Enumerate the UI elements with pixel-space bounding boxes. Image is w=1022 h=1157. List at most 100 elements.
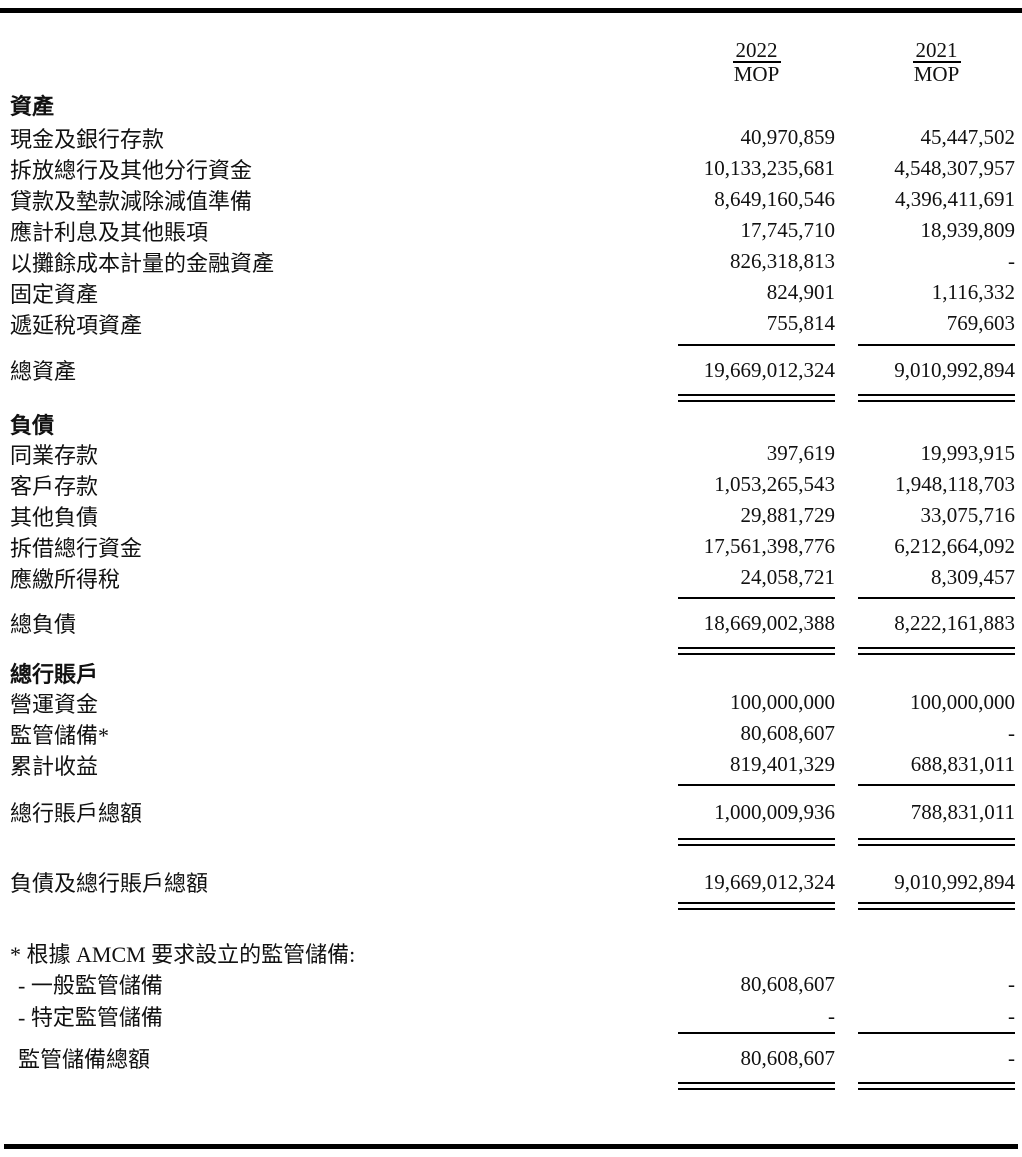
double-rule <box>0 1082 1022 1090</box>
single-rule <box>0 344 1022 346</box>
total-value-2021: 8,222,161,883 <box>894 610 1015 635</box>
single-rule <box>0 1032 1022 1034</box>
row-value-2021: 19,993,915 <box>920 441 1016 465</box>
total-row-liabilities: 總負債 18,669,002,388 8,222,161,883 <box>0 599 1022 647</box>
row-label: 固定資產 <box>10 281 99 307</box>
total-value-2022: 18,669,002,388 <box>703 610 835 635</box>
row-value-2022: 80,608,607 <box>740 721 836 745</box>
table-row: 遞延稅項資產 755,814 769,603 <box>0 308 1022 339</box>
total-value-2021: 788,831,011 <box>910 799 1015 824</box>
table-row: 客戶存款 1,053,265,543 1,948,118,703 <box>0 469 1022 500</box>
row-value-2021: 4,548,307,957 <box>894 156 1015 180</box>
double-rule <box>0 902 1022 910</box>
bottom-rule <box>4 1144 1018 1149</box>
top-rule <box>0 8 1022 13</box>
row-value-2021: - <box>1008 971 1015 996</box>
table-row: 應計利息及其他賬項 17,745,710 18,939,809 <box>0 215 1022 246</box>
row-label: 其他負債 <box>10 504 99 530</box>
row-value-2022: 100,000,000 <box>730 690 835 714</box>
row-label: - 特定監管儲備 <box>18 1005 163 1030</box>
single-rule <box>0 784 1022 786</box>
row-label: 監管儲備* <box>10 722 110 748</box>
row-value-2022: 29,881,729 <box>740 503 836 527</box>
row-value-2021: 8,309,457 <box>931 565 1015 589</box>
row-label: 貸款及墊款減除減值準備 <box>10 188 253 214</box>
row-label: 拆借總行資金 <box>10 535 143 561</box>
row-value-2021: - <box>1008 721 1015 745</box>
total-value-2021: - <box>1008 1045 1015 1070</box>
row-value-2021: 769,603 <box>946 311 1015 335</box>
column-header-2021: 2021 <box>912 39 961 63</box>
grand-total-value-2022: 19,669,012,324 <box>703 869 835 894</box>
currency-label-2021: MOP <box>913 61 960 86</box>
single-rule <box>0 597 1022 599</box>
table-row: 拆借總行資金 17,561,398,776 6,212,664,092 <box>0 531 1022 562</box>
column-header-2022: 2022 <box>732 39 781 63</box>
table-row: 以攤餘成本計量的金融資產 826,318,813 - <box>0 246 1022 277</box>
table-row: 應繳所得稅 24,058,721 8,309,457 <box>0 562 1022 593</box>
table-row: 貸款及墊款減除減值準備 8,649,160,546 4,396,411,691 <box>0 184 1022 215</box>
row-label: 累計收益 <box>10 753 99 779</box>
currency-label-2022: MOP <box>733 61 780 86</box>
row-value-2022: 755,814 <box>766 311 835 335</box>
table-row: 營運資金 100,000,000 100,000,000 <box>0 687 1022 718</box>
section-title-liabilities: 負債 <box>10 413 55 438</box>
row-value-2021: 100,000,000 <box>910 690 1015 714</box>
table-row: 累計收益 819,401,329 688,831,011 <box>0 749 1022 780</box>
row-value-2021: 1,116,332 <box>931 280 1015 304</box>
row-value-2022: - <box>828 1003 835 1028</box>
total-row-regulatory-reserve: 監管儲備總額 80,608,607 - <box>0 1034 1022 1082</box>
row-value-2021: 33,075,716 <box>920 503 1016 527</box>
row-label: - 一般監管儲備 <box>18 973 163 998</box>
double-rule <box>0 838 1022 846</box>
row-label: 應繳所得稅 <box>10 566 121 592</box>
row-value-2021: 4,396,411,691 <box>895 187 1015 211</box>
table-row: 監管儲備* 80,608,607 - <box>0 718 1022 749</box>
total-value-2021: 9,010,992,894 <box>894 357 1015 382</box>
row-value-2022: 80,608,607 <box>740 971 836 996</box>
total-label: 總負債 <box>10 612 77 637</box>
row-value-2022: 826,318,813 <box>730 249 835 273</box>
row-value-2021: 45,447,502 <box>920 125 1016 149</box>
grand-total-row: 負債及總行賬戶總額 19,669,012,324 9,010,992,894 <box>0 862 1022 902</box>
total-label: 總資產 <box>10 359 77 384</box>
row-label: 營運資金 <box>10 691 99 717</box>
double-rule <box>0 394 1022 402</box>
grand-total-value-2021: 9,010,992,894 <box>894 869 1015 894</box>
footnote-title: * 根據 AMCM 要求設立的監管儲備: <box>10 942 356 967</box>
row-label: 現金及銀行存款 <box>10 126 165 152</box>
row-label: 應計利息及其他賬項 <box>10 219 209 245</box>
row-value-2021: 1,948,118,703 <box>895 472 1015 496</box>
row-value-2022: 819,401,329 <box>730 752 835 776</box>
double-rule <box>0 647 1022 655</box>
total-value-2022: 80,608,607 <box>740 1045 836 1070</box>
footnote-row: - 特定監管儲備 - - <box>0 1000 1022 1032</box>
total-value-2022: 19,669,012,324 <box>703 357 835 382</box>
row-value-2021: 6,212,664,092 <box>894 534 1015 558</box>
table-row: 同業存款 397,619 19,993,915 <box>0 438 1022 469</box>
row-value-2021: - <box>1008 249 1015 273</box>
total-value-2022: 1,000,009,936 <box>714 799 835 824</box>
section-title-head-office: 總行賬戶 <box>10 662 99 687</box>
row-value-2021: 688,831,011 <box>910 752 1015 776</box>
row-label: 同業存款 <box>10 442 99 468</box>
row-label: 拆放總行及其他分行資金 <box>10 157 253 183</box>
section-title-assets: 資產 <box>10 94 55 119</box>
row-label: 以攤餘成本計量的金融資產 <box>10 250 275 276</box>
row-value-2022: 1,053,265,543 <box>714 472 835 496</box>
row-value-2021: - <box>1008 1003 1015 1028</box>
row-value-2022: 8,649,160,546 <box>714 187 835 211</box>
grand-total-label: 負債及總行賬戶總額 <box>10 871 209 896</box>
table-row: 現金及銀行存款 40,970,859 45,447,502 <box>0 122 1022 153</box>
total-label: 總行賬戶總額 <box>10 801 143 826</box>
total-row-assets: 總資產 19,669,012,324 9,010,992,894 <box>0 346 1022 394</box>
row-value-2022: 824,901 <box>766 280 835 304</box>
table-row: 固定資產 824,901 1,116,332 <box>0 277 1022 308</box>
row-value-2022: 17,745,710 <box>740 218 836 242</box>
currency-header-row: MOP MOP <box>0 62 1022 86</box>
column-header-row: 2022 2021 <box>0 38 1022 63</box>
row-value-2022: 397,619 <box>766 441 835 465</box>
row-value-2022: 40,970,859 <box>740 125 836 149</box>
table-row: 拆放總行及其他分行資金 10,133,235,681 4,548,307,957 <box>0 153 1022 184</box>
